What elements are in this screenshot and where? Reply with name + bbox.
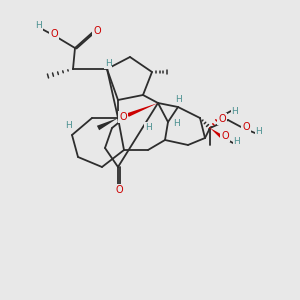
Text: O: O bbox=[119, 112, 127, 122]
Text: O: O bbox=[115, 185, 123, 195]
Polygon shape bbox=[210, 128, 223, 139]
Polygon shape bbox=[97, 118, 118, 130]
Text: H: H bbox=[232, 107, 238, 116]
Text: H: H bbox=[145, 122, 152, 131]
Text: H: H bbox=[105, 59, 111, 68]
Polygon shape bbox=[127, 103, 158, 117]
Text: O: O bbox=[50, 29, 58, 39]
Text: H: H bbox=[234, 137, 240, 146]
Text: O: O bbox=[93, 26, 101, 36]
Text: H: H bbox=[36, 22, 42, 31]
Text: H: H bbox=[172, 118, 179, 127]
Text: H: H bbox=[64, 122, 71, 130]
Text: H: H bbox=[256, 128, 262, 136]
Text: H: H bbox=[175, 95, 182, 104]
Text: O: O bbox=[242, 122, 250, 132]
Text: O: O bbox=[221, 131, 229, 141]
Text: O: O bbox=[218, 114, 226, 124]
